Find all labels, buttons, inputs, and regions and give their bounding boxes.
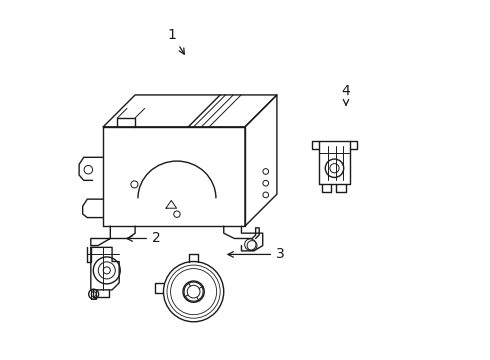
Text: 2: 2 <box>127 231 161 246</box>
Text: 4: 4 <box>342 84 350 105</box>
Text: 1: 1 <box>168 28 184 54</box>
Text: 3: 3 <box>228 247 285 261</box>
